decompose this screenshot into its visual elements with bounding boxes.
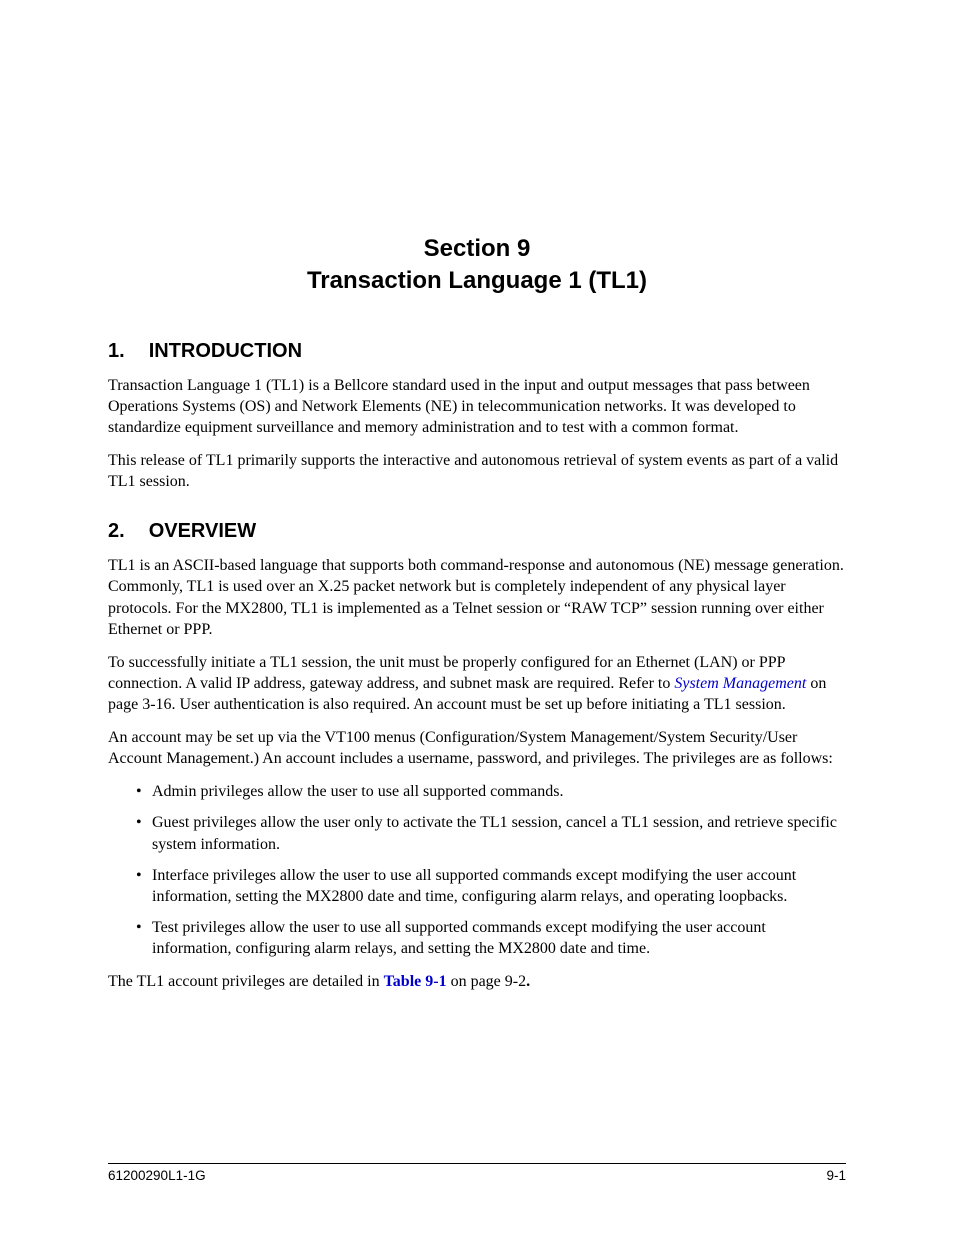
section-title-line1: Section 9 bbox=[108, 233, 846, 265]
overview-p1: TL1 is an ASCII-based language that supp… bbox=[108, 555, 846, 639]
overview-p4-c: . bbox=[526, 973, 530, 990]
list-item: Interface privileges allow the user to u… bbox=[136, 865, 846, 907]
footer-rule bbox=[108, 1163, 846, 1164]
overview-heading-num: 2. bbox=[108, 520, 125, 543]
footer-left: 61200290L1-1G bbox=[108, 1168, 206, 1183]
section-title-line2: Transaction Language 1 (TL1) bbox=[108, 265, 846, 297]
page: Section 9 Transaction Language 1 (TL1) 1… bbox=[0, 0, 954, 1235]
overview-heading-text: OVERVIEW bbox=[149, 520, 256, 543]
footer-right: 9-1 bbox=[826, 1168, 846, 1183]
intro-heading-num: 1. bbox=[108, 340, 125, 363]
overview-block: 2. OVERVIEW TL1 is an ASCII-based langua… bbox=[108, 520, 846, 992]
table-9-1-link[interactable]: Table 9-1 bbox=[384, 973, 447, 990]
list-item: Admin privileges allow the user to use a… bbox=[136, 781, 846, 802]
overview-p2: To successfully initiate a TL1 session, … bbox=[108, 652, 846, 715]
footer-row: 61200290L1-1G 9-1 bbox=[108, 1168, 846, 1183]
intro-p2: This release of TL1 primarily supports t… bbox=[108, 450, 846, 492]
page-footer: 61200290L1-1G 9-1 bbox=[108, 1163, 846, 1183]
intro-p1: Transaction Language 1 (TL1) is a Bellco… bbox=[108, 375, 846, 438]
overview-p4: The TL1 account privileges are detailed … bbox=[108, 971, 846, 992]
list-item: Test privileges allow the user to use al… bbox=[136, 917, 846, 959]
list-item: Guest privileges allow the user only to … bbox=[136, 812, 846, 854]
overview-p4-b: on page 9-2 bbox=[447, 973, 527, 990]
privileges-list: Admin privileges allow the user to use a… bbox=[108, 781, 846, 959]
intro-block: 1. INTRODUCTION Transaction Language 1 (… bbox=[108, 340, 846, 493]
intro-heading: 1. INTRODUCTION bbox=[108, 340, 846, 363]
overview-p3: An account may be set up via the VT100 m… bbox=[108, 727, 846, 769]
system-management-link[interactable]: System Manage­ment bbox=[674, 675, 806, 692]
section-title: Section 9 Transaction Language 1 (TL1) bbox=[108, 233, 846, 298]
overview-p4-a: The TL1 account privileges are detailed … bbox=[108, 973, 384, 990]
intro-heading-text: INTRODUCTION bbox=[149, 340, 302, 363]
overview-heading: 2. OVERVIEW bbox=[108, 520, 846, 543]
